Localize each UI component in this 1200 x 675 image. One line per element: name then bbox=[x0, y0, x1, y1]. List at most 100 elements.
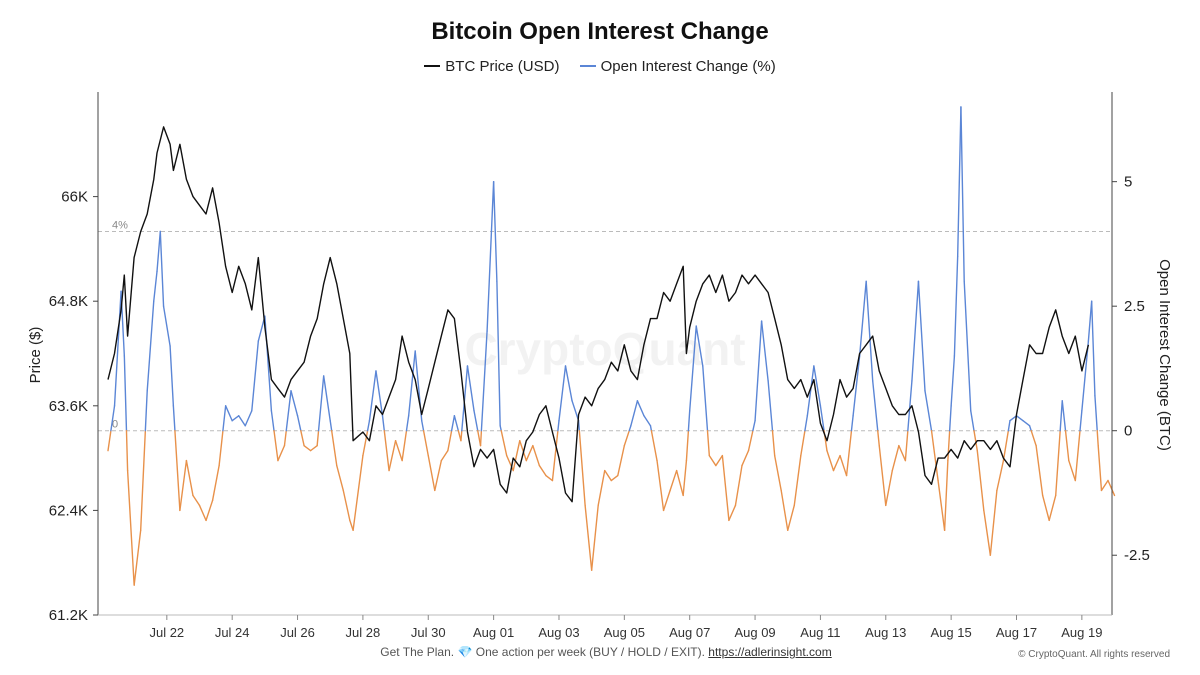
oi-line-segment bbox=[496, 280, 501, 427]
oi-line-segment bbox=[872, 380, 879, 432]
oi-line-segment bbox=[316, 430, 320, 447]
oi-line-segment bbox=[422, 430, 429, 457]
oi-line-segment bbox=[584, 504, 593, 571]
oi-line-segment bbox=[557, 420, 560, 432]
oi-line-segment bbox=[800, 430, 806, 457]
oi-line-segment bbox=[1094, 395, 1098, 432]
oi-line-segment bbox=[845, 430, 853, 477]
oi-line-segment bbox=[578, 430, 586, 507]
oi-line-segment bbox=[708, 454, 717, 467]
x-axis-ticks: Jul 22 Jul 24 Jul 26 Jul 28 Jul 30 Aug 01 Aug … bbox=[149, 615, 1102, 640]
price-series bbox=[107, 126, 1090, 503]
oi-line-segment bbox=[126, 469, 135, 586]
reference-line-label: 0 bbox=[112, 419, 118, 431]
oi-line-segment bbox=[1068, 459, 1077, 482]
reference-line-label: 4% bbox=[112, 219, 128, 231]
oi-line-segment bbox=[296, 415, 302, 432]
oi-line-segment bbox=[322, 375, 331, 422]
x-tick-label: Aug 17 bbox=[996, 625, 1037, 640]
price-line bbox=[107, 126, 1090, 503]
oi-line-segment bbox=[273, 430, 279, 462]
x-tick-label: Aug 03 bbox=[538, 625, 579, 640]
x-tick-label: Jul 30 bbox=[411, 625, 446, 640]
legend-item-oi[interactable]: Open Interest Change (%) bbox=[579, 58, 776, 75]
oi-line-segment bbox=[947, 430, 951, 462]
oi-line-segment bbox=[1059, 400, 1063, 432]
oi-line-segment bbox=[238, 415, 246, 427]
oi-line-segment bbox=[891, 444, 900, 472]
x-tick-label: Aug 19 bbox=[1061, 625, 1102, 640]
oi-line-segment bbox=[133, 529, 142, 586]
legend-item-price[interactable]: BTC Price (USD) bbox=[424, 58, 559, 75]
oi-line-segment bbox=[460, 430, 463, 442]
oi-line-segment bbox=[747, 430, 754, 452]
oi-line-segment bbox=[571, 400, 580, 422]
oi-line-segment bbox=[1061, 400, 1067, 432]
oi-line-segment bbox=[551, 430, 559, 482]
left-tick-label: 64.8K bbox=[49, 293, 88, 310]
oi-line-segment bbox=[1090, 300, 1096, 397]
oi-line-segment bbox=[401, 430, 408, 462]
left-axis-label: Price ($) bbox=[27, 327, 44, 384]
oi-line-segment bbox=[1028, 425, 1032, 432]
oi-line-segment bbox=[682, 459, 688, 497]
oi-line-segment bbox=[675, 469, 684, 497]
oi-line-segment bbox=[144, 390, 148, 432]
oi-line-segment bbox=[960, 106, 965, 282]
oi-line-segment bbox=[1055, 430, 1061, 497]
x-tick-label: Aug 09 bbox=[734, 625, 775, 640]
oi-line-segment bbox=[290, 390, 299, 417]
legend: BTC Price (USD) Open Interest Change (%) bbox=[0, 58, 1200, 75]
oi-line-segment bbox=[251, 340, 260, 412]
oi-line-segment bbox=[407, 350, 416, 417]
oi-line-segment bbox=[806, 365, 815, 417]
oi-line-segment bbox=[538, 464, 547, 477]
oi-line-segment bbox=[970, 410, 975, 432]
oi-line-segment bbox=[760, 320, 769, 382]
oi-line-segment bbox=[512, 439, 521, 472]
oi-line-segment bbox=[107, 430, 112, 452]
oi-line-segment bbox=[479, 430, 483, 447]
oi-line-segment bbox=[911, 280, 920, 382]
oi-line-segment bbox=[277, 444, 286, 462]
x-tick-label: Aug 11 bbox=[800, 625, 840, 640]
oi-line-segment bbox=[300, 430, 305, 447]
oi-line-segment bbox=[218, 430, 224, 467]
oi-line-segment bbox=[162, 305, 171, 347]
footer-link[interactable]: https://adlerinsight.com bbox=[708, 645, 832, 659]
x-tick-label: Jul 22 bbox=[149, 625, 184, 640]
x-tick-label: Aug 07 bbox=[669, 625, 710, 640]
oi-line-segment bbox=[1079, 410, 1083, 432]
oi-line-segment bbox=[1097, 444, 1103, 492]
oi-line-segment bbox=[146, 300, 155, 392]
right-axis-label: Open Interest Change (BTC) bbox=[1156, 259, 1173, 451]
oi-line-segment bbox=[342, 489, 351, 522]
oi-line-segment bbox=[283, 430, 287, 447]
oi-line-segment bbox=[943, 459, 949, 532]
right-tick-label: 2.5 bbox=[1124, 298, 1145, 315]
oi-line-segment bbox=[688, 325, 697, 412]
oi-line-segment bbox=[473, 410, 479, 432]
oi-line-segment bbox=[687, 410, 691, 432]
oi-line-segment bbox=[174, 430, 181, 512]
oi-line-segment bbox=[734, 464, 743, 507]
right-tick-label: 5 bbox=[1124, 174, 1132, 191]
oi-line-segment bbox=[330, 430, 338, 467]
oi-line-segment bbox=[1107, 479, 1116, 497]
oi-line-segment bbox=[125, 430, 129, 472]
legend-swatch-oi bbox=[579, 65, 596, 68]
oi-line-segment bbox=[754, 320, 763, 422]
chart-title: Bitcoin Open Interest Change bbox=[431, 18, 769, 45]
oi-line-segment bbox=[349, 519, 354, 532]
oi-line-segment bbox=[819, 405, 825, 432]
oi-line-segment bbox=[113, 290, 122, 407]
right-axis-ticks: -2.5 0 2.5 5 bbox=[1112, 174, 1150, 564]
oi-line-segment bbox=[198, 504, 207, 522]
oi-line-segment bbox=[156, 230, 161, 273]
oi-line-segment bbox=[352, 454, 364, 532]
x-tick-label: Aug 15 bbox=[931, 625, 972, 640]
x-tick-label: Aug 13 bbox=[865, 625, 906, 640]
oi-line-segment bbox=[123, 355, 128, 432]
oi-line-segment bbox=[309, 444, 318, 452]
